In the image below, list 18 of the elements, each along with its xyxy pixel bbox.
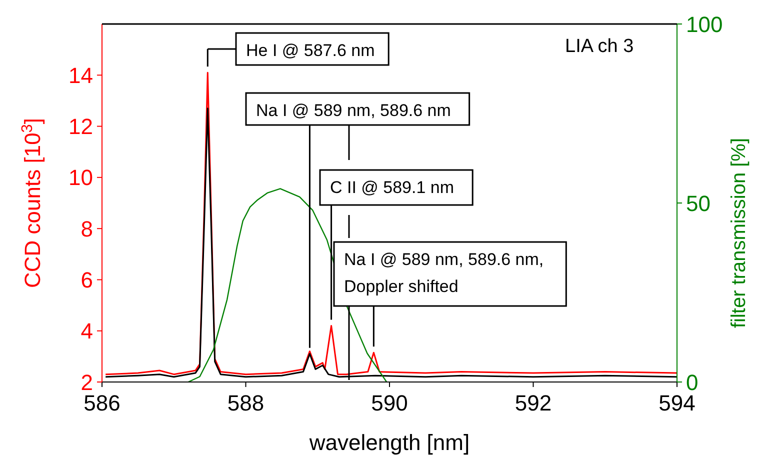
annotation: Na I @ 589 nm, 589.6 nm: [256, 101, 451, 120]
x-tick-label: 590: [371, 390, 408, 416]
y-tick-label: 12: [68, 114, 93, 140]
y-tick-label: 4: [80, 318, 93, 344]
y-tick-label: 10: [68, 165, 93, 190]
y-tick-label: 14: [68, 62, 93, 88]
annotation: C II @ 589.1 nm: [330, 178, 454, 197]
annotation: He I @ 587.6 nm: [246, 41, 375, 60]
x-tick-label: 592: [514, 390, 552, 416]
y-tick-label: 8: [80, 216, 93, 242]
y2-tick-label: 100: [686, 12, 723, 37]
x-tick-label: 588: [227, 390, 264, 416]
y-tick-label: 6: [80, 268, 93, 293]
annotation: Na I @ 589 nm, 589.6 nm, Doppler shifted: [344, 250, 544, 296]
y2-axis-title: filter transmission [%]: [728, 138, 750, 328]
annotation: LIA ch 3: [565, 36, 634, 57]
y2-tick-label: 50: [686, 190, 710, 216]
x-axis-title: wavelength [nm]: [308, 430, 470, 455]
